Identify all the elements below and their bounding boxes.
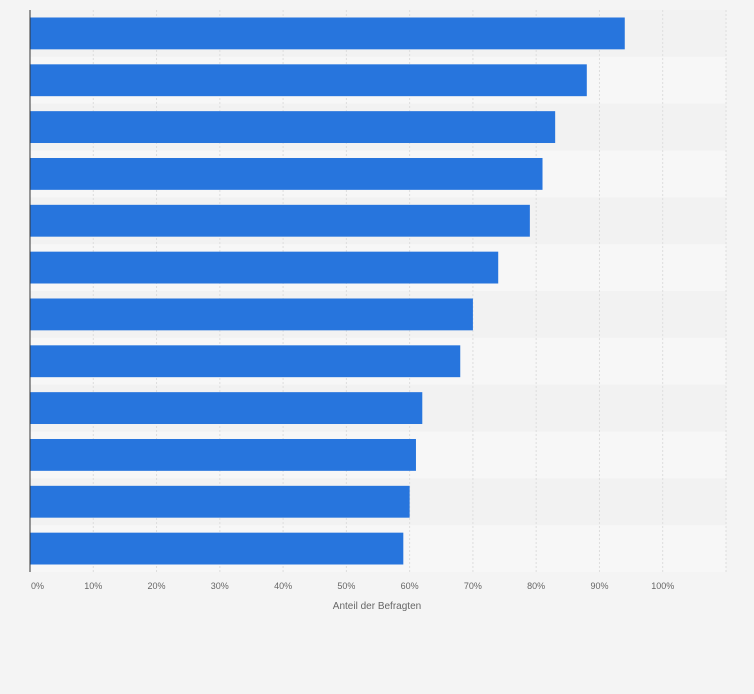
bars — [30, 17, 625, 565]
bar[interactable] — [30, 251, 499, 284]
bar[interactable] — [30, 438, 416, 471]
bar[interactable] — [30, 111, 556, 144]
x-tick-label: 20% — [148, 581, 166, 591]
x-tick-label: 100% — [651, 581, 674, 591]
x-tick-label: 50% — [337, 581, 355, 591]
x-tick-label: 70% — [464, 581, 482, 591]
bar[interactable] — [30, 157, 543, 190]
bar[interactable] — [30, 204, 530, 237]
x-tick-label: 90% — [590, 581, 608, 591]
bar[interactable] — [30, 298, 473, 331]
bar[interactable] — [30, 64, 587, 97]
x-axis-ticks: 0% 10% 20% 30% 40% 50% 60% 70% 80% 90% 100% — [31, 581, 674, 591]
x-tick-label: 10% — [84, 581, 102, 591]
x-tick-label: 80% — [527, 581, 545, 591]
bar[interactable] — [30, 17, 625, 50]
bar[interactable] — [30, 345, 461, 378]
bar[interactable] — [30, 392, 423, 425]
x-tick-label: 30% — [211, 581, 229, 591]
x-tick-label: 60% — [401, 581, 419, 591]
x-axis-label: Anteil der Befragten — [333, 601, 421, 612]
bar[interactable] — [30, 532, 404, 565]
x-tick-label: 40% — [274, 581, 292, 591]
x-tick-label: 0% — [31, 581, 44, 591]
bar[interactable] — [30, 485, 410, 518]
gridlines — [92, 10, 727, 572]
